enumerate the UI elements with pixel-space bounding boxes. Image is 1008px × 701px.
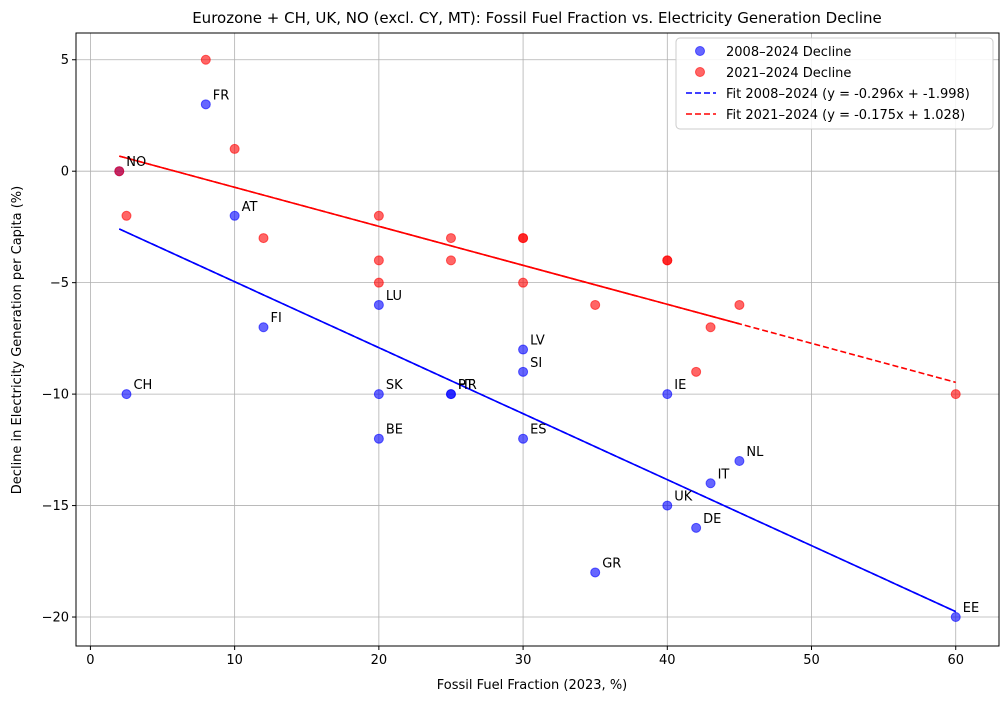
data-point bbox=[114, 166, 125, 177]
point-label: DE bbox=[703, 512, 721, 527]
data-point bbox=[734, 455, 745, 466]
data-point bbox=[734, 299, 745, 310]
data-point bbox=[258, 322, 269, 333]
x-tick-label: 60 bbox=[947, 653, 964, 668]
data-point bbox=[445, 233, 456, 244]
point-label: FI bbox=[270, 311, 281, 326]
data-point bbox=[121, 389, 132, 400]
point-label: LU bbox=[386, 289, 402, 304]
data-point bbox=[200, 99, 211, 110]
y-tick-label: 0 bbox=[61, 165, 69, 180]
point-label: BE bbox=[386, 423, 403, 438]
grid-lines bbox=[76, 33, 999, 646]
y-tick-label: −5 bbox=[50, 276, 69, 291]
x-tick-label: 0 bbox=[86, 653, 94, 668]
data-point bbox=[445, 389, 456, 400]
y-tick-label: −15 bbox=[42, 499, 69, 514]
data-point bbox=[121, 210, 132, 221]
point-label: HR bbox=[458, 378, 477, 393]
point-label: IT bbox=[718, 467, 730, 482]
data-point bbox=[518, 277, 529, 288]
data-point bbox=[590, 299, 601, 310]
data-points bbox=[114, 54, 961, 623]
data-point bbox=[691, 522, 702, 533]
point-label: LV bbox=[530, 334, 545, 349]
data-point bbox=[373, 433, 384, 444]
legend-marker-series1 bbox=[695, 46, 705, 56]
fit-lines bbox=[118, 155, 957, 613]
x-axis-label: Fossil Fuel Fraction (2023, %) bbox=[437, 678, 628, 693]
fit-line-solid bbox=[119, 155, 740, 325]
point-label: NL bbox=[746, 445, 764, 460]
legend-marker-series2 bbox=[695, 67, 705, 77]
data-point bbox=[518, 366, 529, 377]
y-axis-ticks: −20 −15 −10 −5 0 5 bbox=[42, 53, 76, 626]
data-point bbox=[518, 233, 529, 244]
point-label: PT bbox=[458, 378, 474, 393]
fit-line-solid bbox=[118, 228, 957, 613]
data-point bbox=[705, 478, 716, 489]
data-point bbox=[662, 500, 673, 511]
y-axis-label: Decline in Electricity Generation per Ca… bbox=[10, 186, 25, 494]
point-label: GR bbox=[602, 556, 621, 571]
legend-label-fit2: Fit 2021–2024 (y = -0.175x + 1.028) bbox=[726, 108, 965, 123]
point-label: FR bbox=[213, 88, 230, 103]
data-point bbox=[258, 233, 269, 244]
x-axis-ticks: 0 10 20 30 40 50 60 bbox=[86, 646, 964, 668]
point-label: SK bbox=[386, 378, 403, 393]
y-tick-label: 5 bbox=[61, 53, 69, 68]
data-point bbox=[518, 433, 529, 444]
data-point bbox=[373, 389, 384, 400]
data-point bbox=[518, 344, 529, 355]
point-label: ES bbox=[530, 423, 546, 438]
data-point bbox=[662, 255, 673, 266]
x-tick-label: 40 bbox=[659, 653, 676, 668]
x-tick-label: 10 bbox=[226, 653, 243, 668]
data-point bbox=[445, 255, 456, 266]
point-label: AT bbox=[242, 200, 258, 215]
data-point bbox=[691, 366, 702, 377]
legend-box bbox=[675, 37, 994, 130]
data-point bbox=[200, 54, 211, 65]
point-label: CH bbox=[133, 378, 152, 393]
x-tick-label: 20 bbox=[371, 653, 388, 668]
y-tick-label: −10 bbox=[42, 388, 69, 403]
point-label: IE bbox=[674, 378, 686, 393]
legend-label-series2: 2021–2024 Decline bbox=[726, 66, 851, 81]
data-point bbox=[229, 210, 240, 221]
y-tick-label: −20 bbox=[42, 611, 69, 626]
data-point bbox=[590, 567, 601, 578]
legend-label-fit1: Fit 2008–2024 (y = -0.296x + -1.998) bbox=[726, 87, 970, 102]
plot-frame bbox=[75, 32, 1000, 647]
data-point bbox=[373, 299, 384, 310]
data-point bbox=[373, 277, 384, 288]
data-point bbox=[373, 210, 384, 221]
data-point bbox=[950, 612, 961, 623]
point-label: NO bbox=[126, 155, 146, 170]
data-point bbox=[662, 389, 673, 400]
point-label: EE bbox=[963, 601, 979, 616]
x-tick-label: 50 bbox=[803, 653, 820, 668]
point-label: UK bbox=[674, 490, 693, 505]
chart-title: Eurozone + CH, UK, NO (excl. CY, MT): Fo… bbox=[192, 9, 882, 27]
data-point bbox=[373, 255, 384, 266]
legend: 2008–2024 Decline 2021–2024 Decline Fit … bbox=[675, 37, 994, 130]
data-point bbox=[229, 143, 240, 154]
legend-label-series1: 2008–2024 Decline bbox=[726, 45, 851, 60]
data-point bbox=[705, 322, 716, 333]
x-tick-label: 30 bbox=[515, 653, 532, 668]
point-label: SI bbox=[530, 356, 542, 371]
data-point bbox=[950, 389, 961, 400]
